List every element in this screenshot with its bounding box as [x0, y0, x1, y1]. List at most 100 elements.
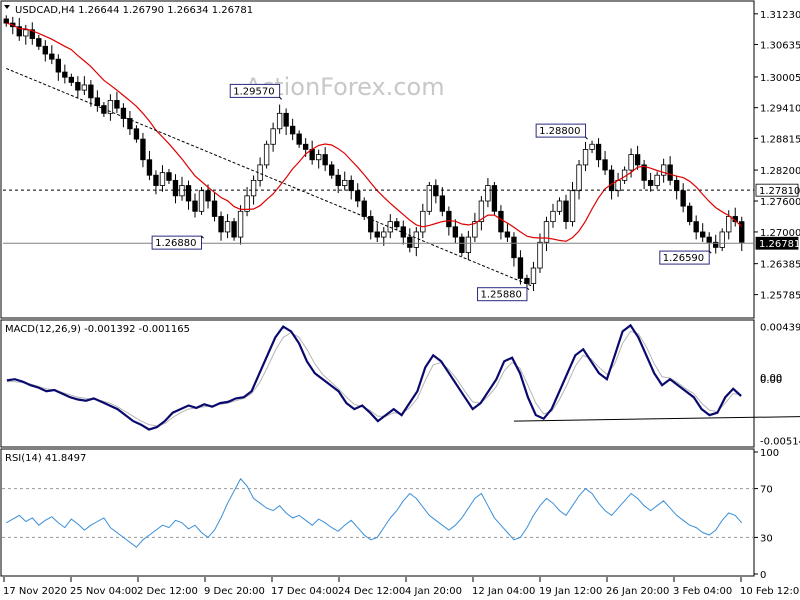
- candle-body: [680, 190, 686, 207]
- candle-body: [250, 179, 257, 197]
- candle-body: [478, 200, 485, 223]
- moving-average-line: [6, 22, 743, 242]
- candle-body: [62, 71, 68, 78]
- candle-body: [667, 164, 673, 181]
- candle-body: [498, 210, 504, 233]
- price-tick-label: 1.25785: [760, 291, 800, 302]
- candle-body: [224, 221, 231, 233]
- candle-body: [55, 58, 62, 73]
- rsi-tick-label: 70: [760, 485, 773, 496]
- price-annotation-box: [659, 250, 710, 265]
- candle-body: [361, 200, 367, 217]
- time-tick-label: 19 Jan 12:00: [539, 586, 602, 597]
- candle-body: [491, 185, 498, 212]
- candle-body: [335, 174, 341, 186]
- macd-panel-frame: [0, 319, 755, 448]
- candle-body: [374, 231, 380, 238]
- candle-body: [211, 200, 218, 217]
- candle-body: [686, 205, 693, 223]
- candle-body: [172, 179, 179, 197]
- candle-body: [595, 143, 602, 161]
- price-panel: ActionForex.com USDCAD,H4 1.26644 1.2679…: [0, 0, 800, 319]
- macd-tick-label: 0.004396: [760, 323, 800, 334]
- candle-body: [192, 200, 198, 212]
- candle-body: [706, 236, 712, 243]
- candle-body: [23, 29, 29, 37]
- candle-body: [133, 128, 140, 140]
- candle-body: [127, 118, 133, 130]
- rsi-tick-label: 100: [760, 448, 779, 459]
- candle-body: [342, 179, 348, 186]
- candle-body: [159, 172, 166, 186]
- candle-body: [3, 18, 9, 24]
- time-tick-label: 24 Dec 12:00: [338, 586, 405, 597]
- candle-body: [511, 236, 517, 259]
- macd-panel: MACD(12,26,9) -0.001392 -0.001165 0.0043…: [0, 319, 800, 448]
- candle-body: [719, 231, 725, 248]
- time-tick-label: 4 Jan 20:00: [405, 586, 462, 597]
- price-annotation-pointer: [279, 97, 282, 100]
- price-marker-label: 1.27810: [759, 186, 800, 197]
- candle-body: [407, 236, 413, 248]
- chart-menu-triangle-icon[interactable]: [4, 5, 10, 9]
- time-tick-label: 25 Nov 04:00: [70, 586, 137, 597]
- candle-body: [185, 185, 192, 202]
- candle-body: [726, 216, 732, 233]
- rsi-line: [6, 477, 743, 548]
- candle-body: [322, 154, 328, 166]
- candle-body: [218, 216, 224, 233]
- price-tick-label: 1.28815: [760, 134, 800, 145]
- rsi-tick-label: 0: [760, 570, 766, 581]
- price-annotation-box: [229, 83, 281, 98]
- price-axis: 1.31230 1.30635 1.30005 1.29410 1.28815 1.282…: [754, 10, 800, 302]
- candle-body: [107, 100, 114, 114]
- candle-body: [602, 159, 608, 171]
- price-annotation-label: 1.26880: [155, 238, 196, 249]
- candle-body: [166, 172, 172, 181]
- candle-body: [504, 231, 511, 238]
- price-annotations: 1.29570 1.26880 1.25880 1.28800 1.26590: [151, 83, 712, 302]
- candle-body: [381, 231, 387, 238]
- candle-body: [289, 125, 296, 135]
- rsi-panel: RSI(14) 41.8497 100 70 30 0: [0, 448, 779, 581]
- price-marker-box: [755, 236, 799, 250]
- candle-body: [693, 221, 699, 233]
- candle-body: [524, 277, 530, 284]
- candle-body: [283, 112, 289, 127]
- candle-body: [739, 221, 745, 243]
- candle-body: [114, 100, 120, 109]
- candle-body: [647, 179, 654, 186]
- macd-tick-label: 0.00: [760, 373, 782, 384]
- candle-body: [472, 221, 478, 238]
- price-annotation-box: [477, 287, 528, 302]
- candle-body: [556, 200, 563, 212]
- candle-body: [75, 81, 81, 91]
- macd-tick-label: -0.005144: [760, 437, 800, 448]
- candle-body: [589, 143, 595, 150]
- candle-body: [140, 138, 146, 161]
- candle-body: [459, 236, 465, 253]
- candle-body: [660, 164, 667, 176]
- candle-body: [244, 195, 250, 212]
- candle-body: [452, 226, 459, 238]
- price-tick-label: 1.27600: [760, 197, 800, 208]
- macd-signal-line: [6, 330, 742, 427]
- price-tick-label: 1.26385: [760, 260, 800, 271]
- candle-body: [120, 107, 127, 119]
- candle-body: [420, 210, 426, 233]
- candle-body: [329, 164, 335, 176]
- macd-trendline: [513, 416, 800, 422]
- candle-body: [576, 164, 582, 192]
- price-annotation-pointer: [526, 287, 530, 291]
- price-panel-frame: [0, 0, 755, 319]
- rsi-level-lines: [2, 488, 754, 538]
- candle-body: [654, 174, 660, 186]
- candle-body: [302, 143, 309, 150]
- candle-body: [81, 84, 88, 91]
- time-axis: 17 Nov 2020 25 Nov 04:00 2 Dec 12:00 9 Dec …: [3, 577, 800, 597]
- candle-body: [563, 200, 569, 223]
- candle-body: [94, 97, 101, 106]
- candle-body: [517, 257, 524, 279]
- candle-body: [68, 76, 75, 83]
